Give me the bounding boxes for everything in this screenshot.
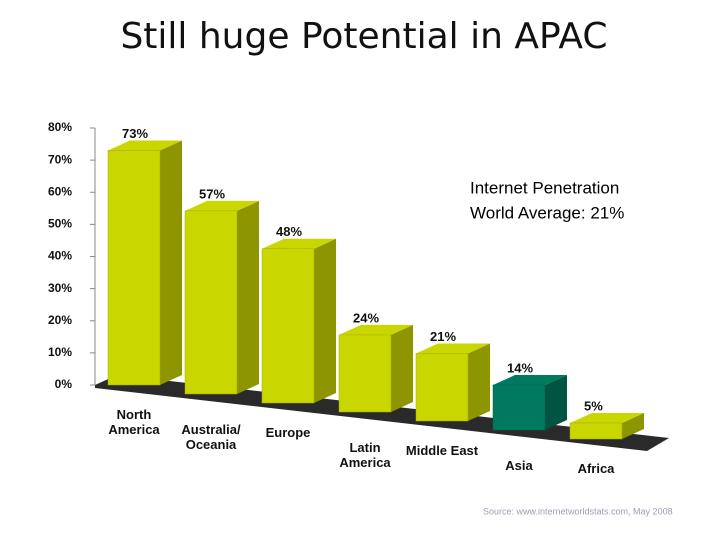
bar-side (622, 412, 644, 439)
x-tick-label: Africa (577, 461, 615, 476)
bar-top (493, 375, 567, 386)
bar-top (339, 324, 413, 335)
bar (107, 150, 161, 386)
x-tick-label: Latin America (339, 440, 391, 470)
value-label: 5% (584, 398, 603, 413)
y-tick-label: 40% (48, 249, 72, 263)
value-label: 21% (430, 329, 456, 344)
x-tick-label: Europe (265, 425, 311, 440)
x-tick-label: Middle East (405, 443, 479, 458)
x-tick-label: Australia/ Oceania (181, 422, 241, 452)
bar-side (545, 375, 567, 430)
y-tick-label: 80% (48, 120, 72, 134)
bar-side (468, 343, 490, 421)
floor (95, 375, 669, 451)
annotation: World Average: 21% (470, 203, 624, 222)
y-tick-label: 0% (55, 377, 73, 391)
y-tick-label: 20% (48, 313, 72, 327)
value-label: 48% (276, 224, 302, 239)
bar (492, 384, 546, 431)
y-tick-label: 50% (48, 217, 72, 231)
annotation: Internet Penetration (470, 178, 619, 197)
y-tick-label: 30% (48, 281, 72, 295)
bar-top (416, 343, 490, 354)
value-label: 57% (199, 186, 225, 201)
bar-top (570, 412, 644, 423)
y-tick-label: 60% (48, 184, 72, 198)
chart-title: Still huge Potential in APAC (120, 16, 607, 57)
bar (415, 353, 469, 422)
bar-top (108, 140, 182, 151)
bar (261, 248, 315, 404)
bar-side (391, 324, 413, 412)
value-label: 73% (122, 126, 148, 141)
bar (184, 210, 238, 395)
bar-side (237, 200, 259, 394)
source-note: Source: www.internetworldstats.com, May … (483, 506, 673, 516)
x-tick-label: Asia (505, 458, 533, 473)
value-label: 24% (353, 310, 379, 325)
bar-side (160, 140, 182, 385)
bar (338, 334, 392, 413)
bar (569, 422, 623, 440)
y-tick-label: 10% (48, 345, 72, 359)
bar-top (185, 200, 259, 211)
x-tick-label: North America (108, 407, 160, 437)
bar-top (262, 238, 336, 249)
value-label: 14% (507, 360, 533, 375)
bar-side (314, 238, 336, 403)
y-tick-label: 70% (48, 152, 72, 166)
